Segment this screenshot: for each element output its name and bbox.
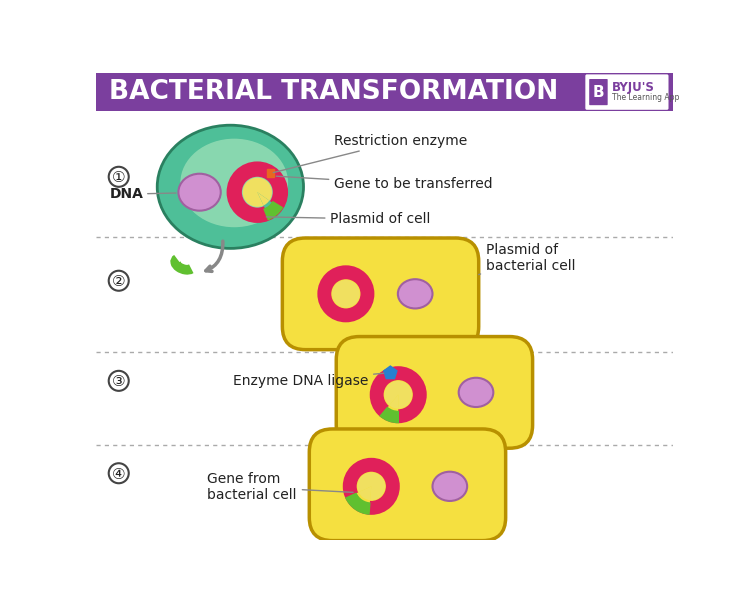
Bar [96,73,674,111]
Text: ③: ③ [112,374,125,389]
Circle shape [109,271,129,291]
Circle shape [332,280,360,308]
FancyBboxPatch shape [590,79,608,105]
Text: ④: ④ [112,467,125,481]
Ellipse shape [459,378,494,407]
Wedge shape [381,395,398,422]
Ellipse shape [433,472,467,501]
Ellipse shape [178,174,220,211]
Text: ①: ① [112,170,125,185]
Circle shape [358,472,386,500]
Text: BYJU'S: BYJU'S [611,81,655,94]
Circle shape [243,178,272,207]
Text: The Learning App: The Learning App [611,93,679,102]
FancyBboxPatch shape [585,75,668,110]
Text: ②: ② [112,274,125,289]
Wedge shape [389,395,398,409]
Circle shape [109,167,129,187]
Text: BACTERIAL TRANSFORMATION: BACTERIAL TRANSFORMATION [110,79,559,105]
FancyBboxPatch shape [336,336,532,448]
Text: DNA: DNA [110,187,143,201]
Text: B: B [592,84,604,100]
Ellipse shape [180,138,288,227]
Circle shape [109,371,129,391]
Text: Gene to be transferred: Gene to be transferred [276,176,493,191]
Text: Enzyme DNA ligase: Enzyme DNA ligase [232,373,384,388]
Wedge shape [358,486,371,500]
Wedge shape [346,486,371,513]
Circle shape [109,463,129,483]
Wedge shape [257,192,281,219]
FancyBboxPatch shape [309,429,506,541]
Text: Plasmid of cell: Plasmid of cell [266,212,430,226]
Text: Gene from
bacterial cell: Gene from bacterial cell [207,472,353,502]
Text: Plasmid of
bacterial cell: Plasmid of bacterial cell [478,243,575,274]
Polygon shape [384,366,397,379]
Ellipse shape [158,125,304,248]
Text: Restriction enzyme: Restriction enzyme [273,134,467,172]
Wedge shape [257,192,269,205]
Ellipse shape [398,279,433,308]
Circle shape [384,381,412,409]
Polygon shape [267,169,274,177]
FancyBboxPatch shape [282,238,478,350]
